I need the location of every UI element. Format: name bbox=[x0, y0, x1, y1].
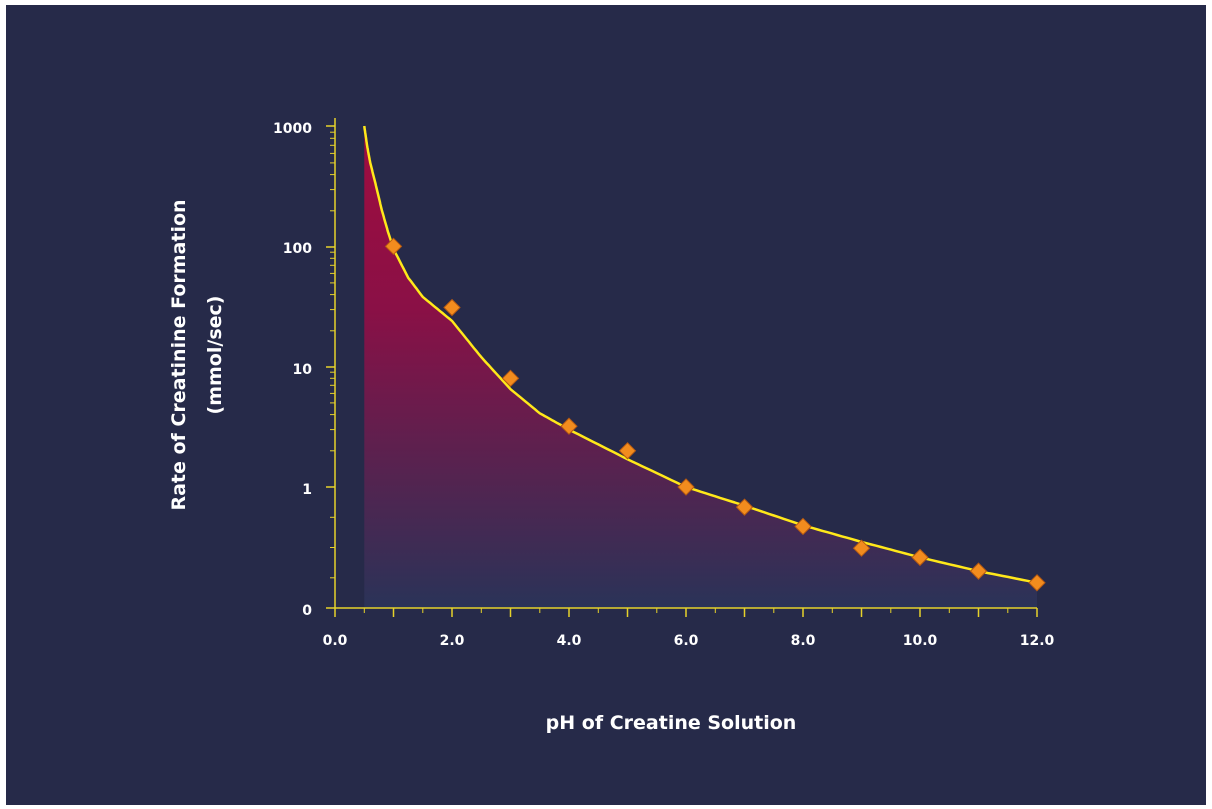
data-point bbox=[677, 478, 695, 496]
data-points-group bbox=[384, 237, 1046, 592]
x-tick-label: 4.0 bbox=[557, 633, 582, 649]
data-point bbox=[852, 539, 871, 557]
x-tick-label: 8.0 bbox=[791, 633, 816, 649]
data-point bbox=[384, 237, 403, 256]
data-point bbox=[735, 498, 754, 516]
data-point bbox=[1028, 574, 1046, 592]
axes-group bbox=[326, 118, 1038, 617]
x-tick-label: 0.0 bbox=[323, 633, 348, 649]
y-tick-label: 10 bbox=[293, 362, 313, 378]
y-axis-title-line2: (mmol/sec) bbox=[204, 296, 226, 415]
x-axis-title: pH of Creatine Solution bbox=[546, 712, 797, 734]
x-tick-labels: 0.0 2.0 4.0 6.0 8.0 10.0 12.0 bbox=[323, 633, 1055, 649]
fit-curve bbox=[363, 125, 1038, 585]
y-axis-title-line1: Rate of Creatinine Formation bbox=[168, 199, 190, 510]
data-point bbox=[969, 562, 988, 580]
y-axis-title: Rate of Creatinine Formation (mmol/sec) bbox=[168, 199, 226, 510]
data-point bbox=[560, 417, 578, 435]
data-point bbox=[618, 442, 637, 460]
y-tick-label: 1000 bbox=[273, 121, 312, 137]
data-point bbox=[443, 298, 461, 317]
x-tick-label: 10.0 bbox=[903, 633, 938, 649]
x-tick-label: 12.0 bbox=[1020, 633, 1055, 649]
data-point bbox=[501, 369, 520, 388]
fit-curve-group bbox=[363, 125, 1038, 585]
data-point bbox=[794, 517, 812, 536]
x-tick-label: 2.0 bbox=[440, 633, 465, 649]
chart-panel bbox=[6, 5, 1206, 805]
y-tick-labels: 0 1 10 100 1000 bbox=[273, 121, 312, 619]
area-fill bbox=[364, 126, 1037, 608]
y-tick-label: 0 bbox=[302, 603, 312, 619]
y-tick-label: 100 bbox=[283, 241, 312, 257]
data-point bbox=[911, 548, 929, 567]
area-fill-group bbox=[364, 126, 1037, 608]
y-tick-label: 1 bbox=[302, 482, 312, 498]
x-tick-label: 6.0 bbox=[674, 633, 699, 649]
